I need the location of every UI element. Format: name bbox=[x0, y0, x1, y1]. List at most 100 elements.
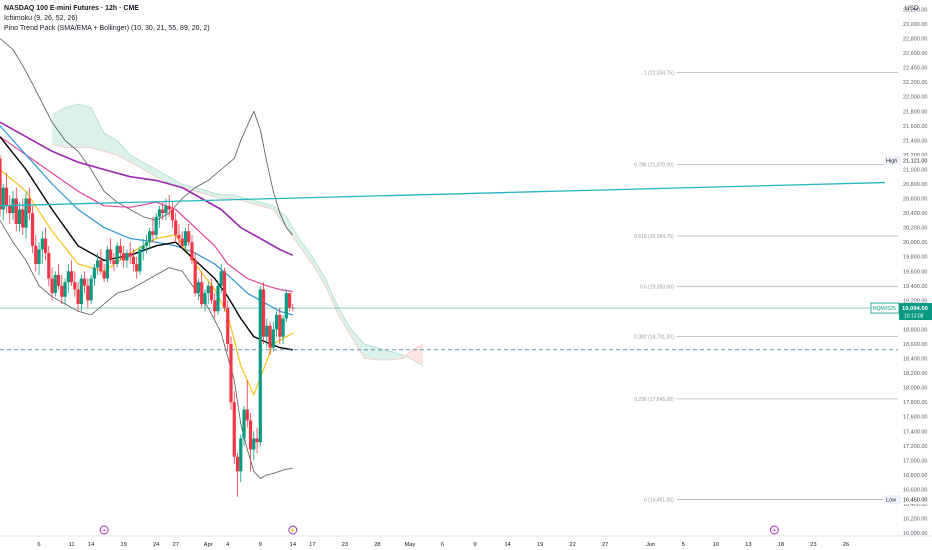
candle-body[interactable] bbox=[242, 409, 246, 439]
candle[interactable] bbox=[128, 242, 132, 264]
candle-body[interactable] bbox=[34, 245, 38, 264]
candle-body[interactable] bbox=[157, 209, 162, 217]
trend-pack-legend[interactable]: Pino Trend Pack (SMA/EMA + Bollinger) (1… bbox=[4, 25, 210, 32]
candle[interactable] bbox=[180, 231, 184, 250]
candle[interactable] bbox=[151, 216, 155, 243]
candle-body[interactable] bbox=[1, 187, 5, 210]
candle[interactable] bbox=[261, 282, 266, 344]
candle[interactable] bbox=[167, 194, 171, 217]
candle-body[interactable] bbox=[281, 318, 285, 337]
candle-body[interactable] bbox=[193, 260, 197, 294]
candle[interactable] bbox=[190, 234, 194, 264]
candle-body[interactable] bbox=[148, 231, 152, 243]
candle[interactable] bbox=[161, 202, 165, 221]
candle-body[interactable] bbox=[66, 271, 70, 283]
candle[interactable] bbox=[76, 282, 80, 312]
candle-body[interactable] bbox=[161, 209, 165, 214]
candle[interactable] bbox=[115, 242, 119, 268]
candle-body[interactable] bbox=[144, 242, 149, 246]
ichimoku-legend[interactable]: Ichimoku (9, 26, 52, 26) bbox=[4, 15, 78, 22]
candle[interactable] bbox=[99, 249, 103, 275]
candle[interactable] bbox=[154, 213, 158, 239]
candle[interactable] bbox=[219, 264, 223, 294]
candle-body[interactable] bbox=[174, 220, 178, 235]
candle[interactable] bbox=[209, 278, 214, 304]
candle-body[interactable] bbox=[79, 278, 83, 304]
price-axis[interactable]: USD 16,000.00 16,200.00 16,400.00 16,600.00… bbox=[870, 0, 932, 537]
candle-body[interactable] bbox=[138, 249, 142, 272]
candle[interactable] bbox=[193, 253, 197, 297]
candle-body[interactable] bbox=[219, 271, 223, 286]
candle-body[interactable] bbox=[255, 438, 259, 443]
candle-body[interactable] bbox=[209, 285, 214, 301]
candle[interactable] bbox=[138, 245, 142, 275]
candle[interactable] bbox=[89, 274, 93, 304]
candle[interactable] bbox=[135, 256, 139, 279]
candle[interactable] bbox=[229, 336, 233, 410]
candle[interactable] bbox=[69, 260, 74, 286]
candle[interactable] bbox=[226, 300, 230, 352]
candle[interactable] bbox=[222, 267, 227, 312]
candle-body[interactable] bbox=[261, 289, 266, 337]
candle[interactable] bbox=[200, 271, 204, 308]
candle[interactable] bbox=[79, 274, 83, 312]
candle[interactable] bbox=[37, 242, 41, 275]
candle[interactable] bbox=[47, 245, 51, 286]
candle-body[interactable] bbox=[229, 344, 233, 403]
candle[interactable] bbox=[24, 191, 28, 239]
candle-body[interactable] bbox=[14, 198, 18, 224]
candle-body[interactable] bbox=[102, 271, 106, 279]
candle[interactable] bbox=[232, 391, 236, 464]
candle[interactable] bbox=[164, 198, 168, 221]
candle[interactable] bbox=[284, 289, 288, 323]
rising-trendline[interactable] bbox=[0, 181, 886, 207]
candles[interactable] bbox=[0, 154, 295, 497]
candle-body[interactable] bbox=[21, 209, 25, 228]
candle[interactable] bbox=[235, 453, 240, 497]
candle-body[interactable] bbox=[43, 238, 48, 254]
candle-body[interactable] bbox=[252, 438, 256, 450]
candle[interactable] bbox=[66, 264, 70, 294]
candle[interactable] bbox=[27, 187, 31, 221]
candle-body[interactable] bbox=[125, 253, 129, 261]
candle-body[interactable] bbox=[167, 205, 171, 210]
event-icon[interactable] bbox=[769, 525, 779, 535]
candle-body[interactable] bbox=[203, 293, 207, 304]
candle-body[interactable] bbox=[122, 253, 126, 261]
candle[interactable] bbox=[50, 267, 54, 301]
candle-body[interactable] bbox=[258, 289, 262, 443]
candle-body[interactable] bbox=[177, 234, 181, 239]
candle[interactable] bbox=[177, 224, 181, 246]
candle-body[interactable] bbox=[118, 245, 122, 254]
candle-body[interactable] bbox=[271, 329, 275, 348]
candle-body[interactable] bbox=[4, 187, 9, 206]
candle[interactable] bbox=[60, 274, 64, 304]
candle[interactable] bbox=[157, 205, 162, 228]
candle[interactable] bbox=[141, 238, 145, 261]
candle[interactable] bbox=[248, 413, 253, 472]
candle-body[interactable] bbox=[69, 271, 74, 283]
candle-body[interactable] bbox=[40, 238, 44, 250]
candle-body[interactable] bbox=[170, 209, 175, 221]
symbol-title[interactable]: NASDAQ 100 E-mini Futures · 12h · CME bbox=[4, 5, 139, 12]
candle[interactable] bbox=[8, 194, 12, 224]
candle[interactable] bbox=[148, 227, 152, 250]
candle-body[interactable] bbox=[187, 231, 191, 243]
candle[interactable] bbox=[53, 271, 57, 297]
candle-body[interactable] bbox=[17, 209, 22, 224]
candle-body[interactable] bbox=[239, 438, 243, 472]
candle-body[interactable] bbox=[47, 253, 51, 279]
candle-body[interactable] bbox=[245, 409, 249, 421]
candle-body[interactable] bbox=[216, 285, 220, 312]
candle-body[interactable] bbox=[112, 260, 116, 264]
candle-body[interactable] bbox=[105, 249, 109, 279]
candle-body[interactable] bbox=[63, 282, 67, 297]
candle[interactable] bbox=[122, 245, 126, 268]
candle[interactable] bbox=[1, 184, 5, 221]
candle[interactable] bbox=[34, 234, 38, 272]
candle-body[interactable] bbox=[109, 249, 113, 261]
candle-body[interactable] bbox=[248, 420, 253, 450]
candle[interactable] bbox=[73, 271, 77, 297]
drawings[interactable]: 1 (22,334.75) 0.786 (21,070.00) 0.618 (20,… bbox=[0, 70, 898, 504]
candle[interactable] bbox=[112, 253, 116, 272]
